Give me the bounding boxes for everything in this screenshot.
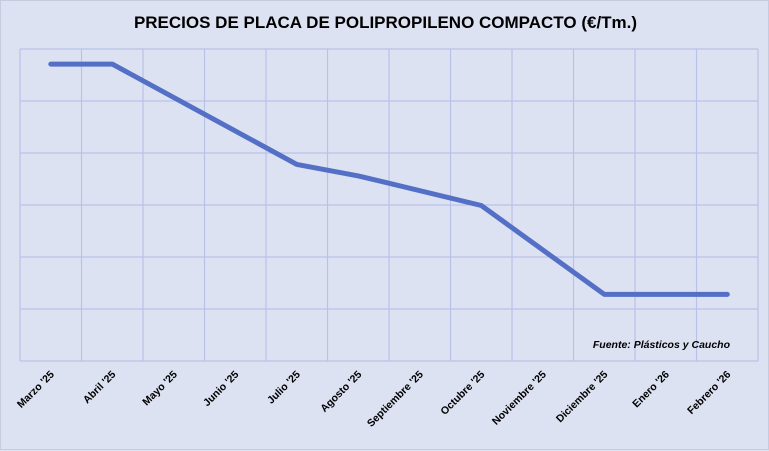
- x-tick-label: Febrero '26: [685, 369, 733, 417]
- x-tick-label: Noviembre '25: [490, 369, 549, 428]
- x-tick-label: Octubre '25: [438, 369, 487, 418]
- x-tick-label: Agosto '25: [318, 369, 364, 415]
- x-tick-label: Enero '26: [630, 369, 672, 411]
- x-tick-label: Diciembre '25: [554, 369, 611, 426]
- x-tick-label: Abril '25: [81, 369, 119, 407]
- x-tick-label: Julio '25: [265, 369, 303, 407]
- series-line: [48, 61, 730, 297]
- chart-title: PRECIOS DE PLACA DE POLIPROPILENO COMPAC…: [133, 13, 638, 32]
- source-note: Fuente: Plásticos y Caucho: [592, 339, 730, 351]
- x-tick-label: Marzo '25: [15, 369, 57, 411]
- x-tick-label: Junio '25: [201, 369, 241, 409]
- x-tick-label: Septiembre '25: [365, 369, 426, 430]
- x-tick-label: Mayo '25: [140, 369, 180, 409]
